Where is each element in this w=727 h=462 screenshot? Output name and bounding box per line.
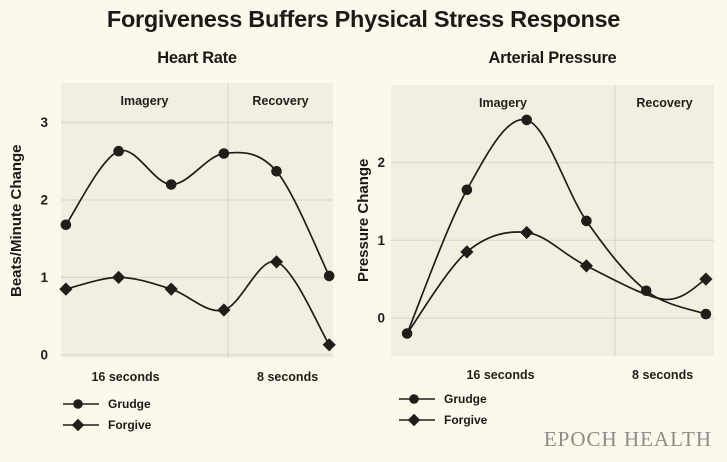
y-tick-label: 0 bbox=[40, 347, 48, 362]
grudge-marker bbox=[60, 219, 72, 231]
forgive-marker bbox=[269, 255, 284, 269]
forgive-marker bbox=[579, 259, 593, 273]
legend-circle-icon bbox=[63, 399, 99, 409]
page-title: Forgiveness Buffers Physical Stress Resp… bbox=[106, 6, 621, 32]
plot-area bbox=[391, 85, 714, 356]
legend-label: Forgive bbox=[108, 418, 152, 432]
y-tick-label: 0 bbox=[377, 311, 385, 326]
arterial-pressure-plot: 0 1 2 Imagery Recovery 16 seconds 8 seconds bbox=[377, 85, 714, 382]
brand-logo: EPOCH HEALTH bbox=[543, 427, 712, 451]
legend-diamond-icon bbox=[399, 413, 435, 427]
x-axis-tick-label: 8 seconds bbox=[257, 370, 318, 384]
chart-title-arterial-pressure: Arterial Pressure bbox=[488, 49, 617, 67]
forgive-line bbox=[406, 231, 707, 335]
forgive-marker bbox=[59, 282, 73, 296]
y-tick-label: 2 bbox=[40, 193, 48, 208]
forgive-marker bbox=[460, 245, 474, 259]
heart-rate-plot: 0 1 2 3 Imagery Recovery 16 seconds 8 seconds bbox=[40, 83, 336, 384]
forgive-marker bbox=[520, 225, 534, 240]
y-tick-label: 1 bbox=[377, 233, 385, 248]
legend-item-grudge: Grudge bbox=[63, 397, 151, 411]
forgive-marker bbox=[322, 338, 336, 352]
grudge-marker bbox=[218, 148, 230, 159]
y-tick-label: 3 bbox=[40, 115, 48, 130]
section-label: Recovery bbox=[252, 94, 308, 108]
chart-title-heart-rate: Heart Rate bbox=[157, 49, 237, 67]
legend-label: Grudge bbox=[108, 397, 151, 411]
grudge-line bbox=[65, 149, 330, 277]
section-label: Recovery bbox=[636, 96, 692, 110]
grudge-marker bbox=[581, 215, 592, 227]
legend-arterial-pressure: Grudge Forgive bbox=[399, 392, 487, 427]
forgive-marker bbox=[164, 282, 178, 296]
legend-item-grudge: Grudge bbox=[399, 392, 487, 406]
grudge-marker bbox=[521, 114, 532, 126]
forgive-marker bbox=[112, 270, 126, 284]
forgive-marker bbox=[217, 303, 231, 317]
grudge-marker bbox=[461, 184, 473, 196]
legend-diamond-icon bbox=[63, 418, 99, 432]
legend-diamond-marker bbox=[71, 418, 85, 432]
grudge-marker bbox=[700, 308, 712, 320]
legend-heart-rate: Grudge Forgive bbox=[63, 397, 151, 432]
forgive-marker bbox=[699, 272, 713, 286]
grudge-marker bbox=[165, 179, 177, 190]
x-axis-tick-label: 16 seconds bbox=[466, 368, 534, 382]
y-tick-label: 2 bbox=[377, 155, 385, 170]
legend-label: Grudge bbox=[444, 392, 487, 406]
section-label: Imagery bbox=[479, 96, 527, 110]
legend-circle-icon bbox=[399, 394, 435, 404]
section-label: Imagery bbox=[121, 94, 169, 108]
grudge-marker bbox=[113, 145, 124, 157]
grudge-marker bbox=[271, 166, 282, 177]
legend-item-forgive: Forgive bbox=[63, 418, 151, 432]
plot-area bbox=[61, 83, 333, 358]
x-axis-tick-label: 8 seconds bbox=[632, 368, 693, 382]
y-tick-label: 1 bbox=[40, 270, 48, 285]
legend-item-forgive: Forgive bbox=[399, 413, 487, 427]
legend-label: Forgive bbox=[444, 413, 488, 427]
legend-circle-marker bbox=[73, 399, 83, 409]
x-axis-tick-label: 16 seconds bbox=[91, 370, 159, 384]
legend-circle-marker bbox=[409, 394, 419, 404]
legend-diamond-marker bbox=[407, 413, 421, 427]
grudge-marker bbox=[323, 270, 335, 282]
